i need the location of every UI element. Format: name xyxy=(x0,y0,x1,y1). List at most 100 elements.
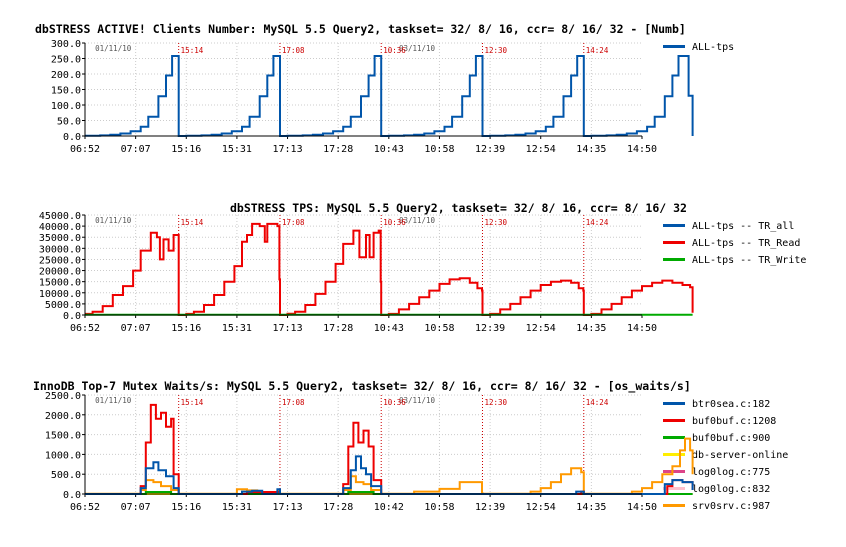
y-tick-label: 200.0 xyxy=(51,70,81,81)
y-tick-label: 1000.0 xyxy=(45,450,81,461)
legend-swatch xyxy=(663,419,685,422)
y-tick-label: 15000.0 xyxy=(39,278,81,289)
run-marker-label: 14:24 xyxy=(586,46,609,55)
run-marker-label: 10:36 xyxy=(383,398,406,407)
run-marker-label: 14:24 xyxy=(586,218,609,227)
x-tick-label: 14:50 xyxy=(627,144,657,155)
y-tick-label: 10000.0 xyxy=(39,289,81,300)
x-tick-label: 15:16 xyxy=(171,144,201,155)
x-tick-label: 17:13 xyxy=(272,323,302,334)
mutex-waits-chart: InnoDB Top-7 Mutex Waits/s: MySQL 5.5 Qu… xyxy=(33,379,788,513)
y-tick-label: 100.0 xyxy=(51,101,81,112)
x-tick-label: 14:50 xyxy=(627,502,657,513)
date-label: 01/11/10 xyxy=(95,216,132,225)
y-tick-label: 25000.0 xyxy=(39,255,81,266)
legend-label: ALL-tps -- TR_Write xyxy=(692,255,806,266)
x-tick-label: 14:35 xyxy=(576,323,606,334)
y-tick-label: 40000.0 xyxy=(39,222,81,233)
run-marker-label: 10:36 xyxy=(383,218,406,227)
y-tick-label: 500.0 xyxy=(51,470,81,481)
legend-swatch xyxy=(663,487,685,490)
y-tick-label: 2500.0 xyxy=(45,391,81,402)
clients-number-chart: dbSTRESS ACTIVE! Clients Number: MySQL 5… xyxy=(35,22,734,155)
x-tick-label: 06:52 xyxy=(70,144,100,155)
date-label: 01/11/10 xyxy=(95,44,132,53)
run-marker-label: 17:08 xyxy=(282,218,305,227)
legend-label: btr0sea.c:182 xyxy=(692,399,770,410)
date-label: 03/11/10 xyxy=(399,216,436,225)
run-marker-label: 12:30 xyxy=(484,398,507,407)
chart-legend: ALL-tps -- TR_all ALL-tps -- TR_Read ALL… xyxy=(663,221,806,266)
x-tick-label: 12:54 xyxy=(526,502,556,513)
run-marker-label: 17:08 xyxy=(282,398,305,407)
x-tick-label: 07:07 xyxy=(121,144,151,155)
chart-title: InnoDB Top-7 Mutex Waits/s: MySQL 5.5 Qu… xyxy=(33,379,691,394)
x-tick-label: 15:31 xyxy=(222,144,252,155)
y-tick-label: 35000.0 xyxy=(39,233,81,244)
x-tick-label: 15:31 xyxy=(222,323,252,334)
x-tick-label: 07:07 xyxy=(121,323,151,334)
chart-title: dbSTRESS ACTIVE! Clients Number: MySQL 5… xyxy=(35,22,686,36)
run-marker-label: 15:14 xyxy=(181,46,204,55)
run-marker-label: 12:30 xyxy=(484,46,507,55)
x-tick-label: 15:31 xyxy=(222,502,252,513)
run-marker-label: 14:24 xyxy=(586,398,609,407)
x-tick-label: 10:58 xyxy=(424,502,454,513)
legend-label: log0log.c:775 xyxy=(692,467,770,478)
y-tick-label: 20000.0 xyxy=(39,267,81,278)
x-tick-label: 10:58 xyxy=(424,144,454,155)
x-tick-label: 14:35 xyxy=(576,144,606,155)
legend-swatch xyxy=(663,470,685,473)
y-tick-label: 5000.0 xyxy=(45,300,81,311)
legend-swatch xyxy=(663,224,685,227)
run-marker-label: 17:08 xyxy=(282,46,305,55)
legend-swatch xyxy=(663,504,685,507)
legend-label: db-server-online xyxy=(692,450,788,461)
x-tick-label: 12:39 xyxy=(475,144,505,155)
y-tick-label: 150.0 xyxy=(51,86,81,97)
x-tick-label: 14:35 xyxy=(576,502,606,513)
series-line xyxy=(85,222,694,316)
y-tick-label: 250.0 xyxy=(51,55,81,66)
y-tick-label: 30000.0 xyxy=(39,244,81,255)
y-tick-label: 300.0 xyxy=(51,39,81,50)
y-tick-label: 0.0 xyxy=(63,311,81,322)
x-tick-label: 12:39 xyxy=(475,502,505,513)
x-tick-label: 15:16 xyxy=(171,502,201,513)
legend-label: log0log.c:832 xyxy=(692,484,770,495)
x-tick-label: 17:13 xyxy=(272,144,302,155)
x-tick-label: 06:52 xyxy=(70,323,100,334)
y-tick-label: 50.0 xyxy=(57,117,81,128)
date-label: 01/11/10 xyxy=(95,396,132,405)
x-tick-label: 17:13 xyxy=(272,502,302,513)
legend-label: srv0srv.c:987 xyxy=(692,501,770,512)
x-tick-label: 10:58 xyxy=(424,323,454,334)
legend-label: buf0buf.c:900 xyxy=(692,433,770,444)
legend-swatch xyxy=(663,453,685,456)
x-tick-label: 17:28 xyxy=(323,502,353,513)
x-tick-label: 10:43 xyxy=(374,323,404,334)
x-tick-label: 10:42 xyxy=(374,502,404,513)
y-tick-label: 0.0 xyxy=(63,490,81,501)
legend-swatch xyxy=(663,241,685,244)
x-tick-label: 17:28 xyxy=(323,144,353,155)
legend-swatch xyxy=(663,258,685,261)
run-marker-label: 12:30 xyxy=(484,218,507,227)
x-tick-label: 07:07 xyxy=(121,502,151,513)
chart-legend: btr0sea.c:182 buf0buf.c:1208 buf0buf.c:9… xyxy=(663,399,788,512)
date-label: 03/11/10 xyxy=(399,396,436,405)
x-tick-label: 15:16 xyxy=(171,323,201,334)
y-tick-label: 0.0 xyxy=(63,132,81,143)
legend-label: ALL-tps xyxy=(692,42,734,53)
legend-swatch xyxy=(663,436,685,439)
x-tick-label: 12:39 xyxy=(475,323,505,334)
tps-chart: dbSTRESS TPS: MySQL 5.5 Query2, taskset=… xyxy=(39,201,807,334)
x-tick-label: 17:28 xyxy=(323,323,353,334)
y-tick-label: 2000.0 xyxy=(45,411,81,422)
legend-label: buf0buf.c:1208 xyxy=(692,416,776,427)
x-tick-label: 12:54 xyxy=(526,144,556,155)
run-marker-label: 15:14 xyxy=(181,218,204,227)
legend-label: ALL-tps -- TR_all xyxy=(692,221,794,232)
chart-title: dbSTRESS TPS: MySQL 5.5 Query2, taskset=… xyxy=(230,201,687,215)
